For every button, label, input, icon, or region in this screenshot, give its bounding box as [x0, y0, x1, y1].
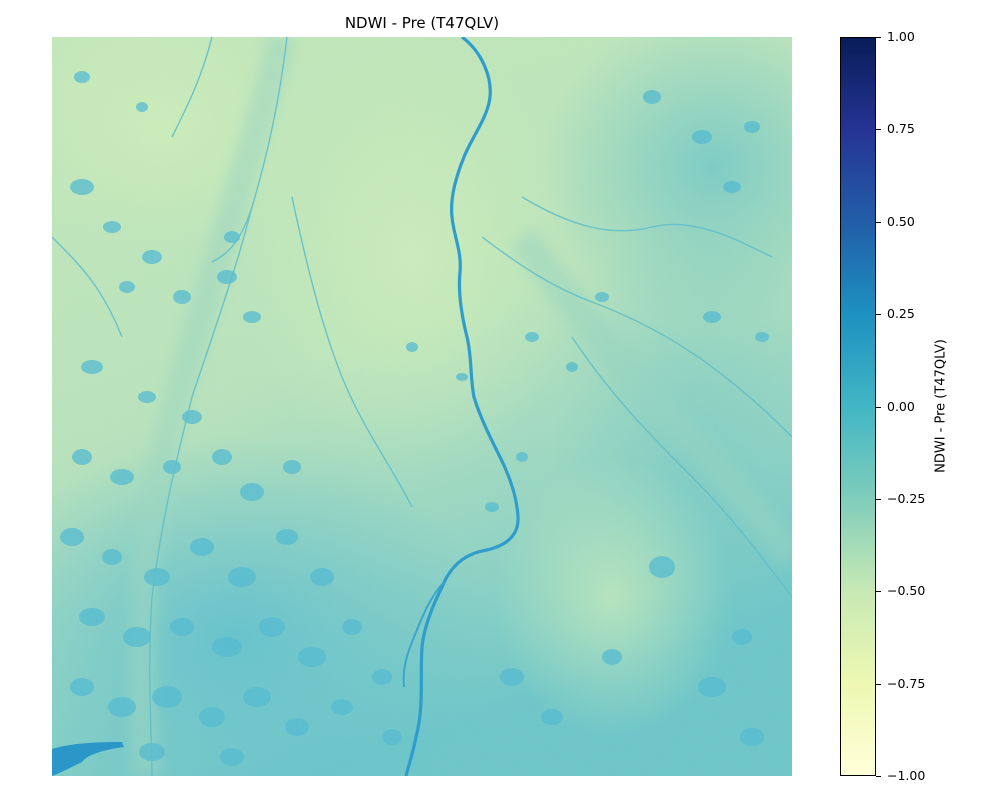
main-river: [404, 37, 520, 776]
tick-label: 0.25: [887, 306, 915, 322]
colorbar-ticks: 1.00 0.75 0.50 0.25 0.00 −0.25 −0.50 −0.75 −1.00: [876, 29, 946, 783]
tick-mark: [876, 591, 881, 593]
tick-label: −0.75: [887, 675, 926, 691]
tick-label: −0.25: [887, 490, 926, 506]
tick-label: −1.00: [887, 768, 926, 783]
tributary-channels: [52, 37, 792, 776]
colorbar-label: NDWI - Pre (T47QLV): [933, 339, 949, 473]
tick-mark: [876, 314, 881, 316]
tick-mark: [876, 221, 881, 223]
tick-label: −0.50: [887, 583, 926, 599]
ndwi-raster: [52, 37, 792, 776]
tick-label: 0.00: [887, 398, 915, 414]
river-lower-branch: [402, 581, 445, 688]
tick-mark: [876, 129, 881, 131]
southwest-reservoir: [52, 742, 124, 776]
tick-label: 0.75: [887, 121, 915, 137]
tick-mark: [876, 498, 881, 500]
tick-label: 0.50: [887, 213, 915, 229]
map-title: NDWI - Pre (T47QLV): [344, 14, 500, 32]
tick-mark: [876, 683, 881, 685]
tick-mark: [876, 37, 881, 38]
tick-mark: [876, 406, 881, 408]
tick-label: 1.00: [887, 29, 915, 44]
colorbar: [840, 37, 876, 776]
tick-mark: [876, 776, 881, 777]
